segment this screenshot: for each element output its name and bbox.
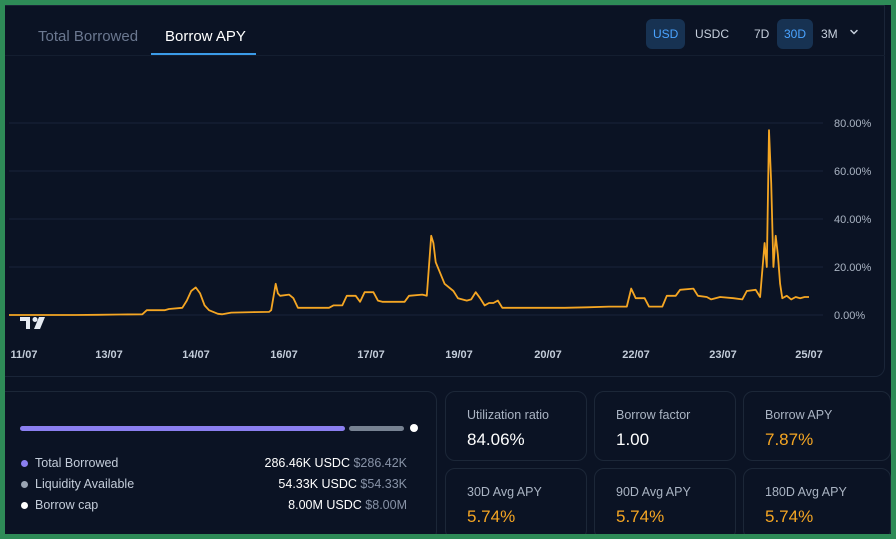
legend-dot (21, 502, 28, 509)
y-tick-label: 60.00% (834, 166, 872, 178)
x-tick-label: 20/07 (534, 349, 562, 361)
range-7d-button[interactable]: 7D (754, 27, 770, 41)
x-tick-label: 19/07 (445, 349, 473, 361)
x-tick-label: 11/07 (11, 349, 38, 361)
stat-180d-avg-apy: 180D Avg APY 5.74% (743, 468, 891, 534)
supply-breakdown-card: Total Borrowed 286.46K USDC $286.42K Liq… (5, 391, 437, 534)
available-bar-segment (349, 426, 404, 431)
x-tick-label: 25/07 (795, 349, 823, 361)
range-30d-button[interactable]: 30D (777, 19, 814, 49)
currency-usdc-button[interactable]: USDC (695, 27, 730, 41)
borrow-panel: Total Borrowed Borrow APY USD USDC 7D 30… (5, 5, 891, 534)
y-tick-label: 80.00% (834, 118, 872, 130)
stat-90d-avg-apy: 90D Avg APY 5.74% (594, 468, 736, 534)
x-tick-label: 17/07 (357, 349, 385, 361)
stat-utilization-ratio: Utilization ratio 84.06% (445, 391, 587, 461)
borrow-apy-chart[interactable]: 80.00% 60.00% 40.00% 20.00% 0.00% 11/07 13/07… (5, 6, 885, 378)
x-tick-label: 23/07 (709, 349, 737, 361)
range-3m-button[interactable]: 3M (821, 27, 838, 41)
tab-borrow-apy[interactable]: Borrow APY (165, 28, 246, 45)
legend-dot (21, 481, 28, 488)
stat-30d-avg-apy: 30D Avg APY 5.74% (445, 468, 587, 534)
tab-total-borrowed[interactable]: Total Borrowed (38, 28, 139, 45)
tradingview-logo (20, 317, 45, 329)
active-tab-indicator (151, 53, 256, 55)
x-tick-label: 16/07 (270, 349, 298, 361)
stat-borrow-apy: Borrow APY 7.87% (743, 391, 891, 461)
apy-series-line (9, 129, 809, 316)
stat-borrow-factor: Borrow factor 1.00 (594, 391, 736, 461)
x-tick-label: 22/07 (622, 349, 650, 361)
chevron-down-icon[interactable] (848, 26, 860, 38)
x-tick-label: 14/07 (182, 349, 210, 361)
x-tick-label: 13/07 (95, 349, 123, 361)
y-tick-label: 20.00% (834, 262, 872, 274)
legend-borrow-cap: Borrow cap 8.00M USDC $8.00M (5, 498, 426, 516)
borrowed-progress-bar (20, 424, 418, 432)
y-tick-label: 40.00% (834, 214, 872, 226)
y-tick-label: 0.00% (834, 310, 865, 322)
chart-card: Total Borrowed Borrow APY USD USDC 7D 30… (5, 5, 885, 377)
legend-dot (21, 460, 28, 467)
currency-usd-button[interactable]: USD (646, 19, 686, 49)
tabs-divider (5, 55, 885, 56)
borrowed-bar-segment (20, 426, 345, 431)
legend-total-borrowed: Total Borrowed 286.46K USDC $286.42K (5, 456, 426, 474)
legend-liquidity-available: Liquidity Available 54.33K USDC $54.33K (5, 477, 426, 495)
borrow-cap-marker (410, 424, 418, 432)
